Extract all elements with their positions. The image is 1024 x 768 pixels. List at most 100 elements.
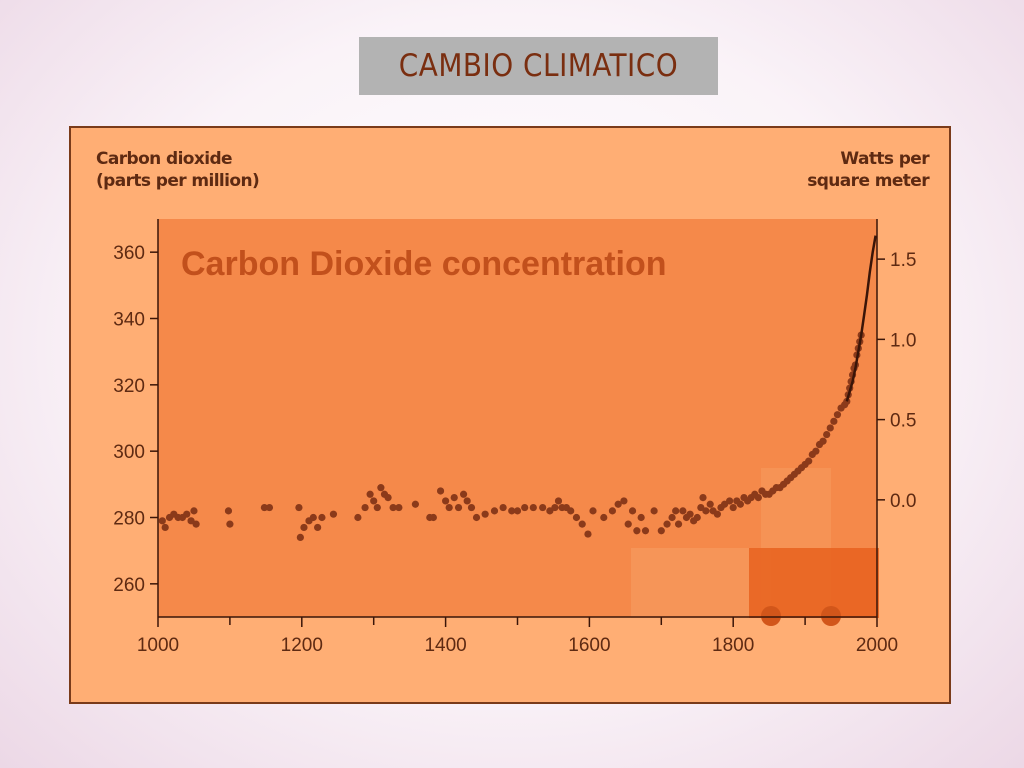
data-point — [354, 513, 362, 522]
data-point — [224, 507, 233, 515]
x-axis-tick-label: 2000 — [856, 635, 898, 656]
data-point — [624, 520, 632, 528]
data-point — [463, 497, 471, 505]
data-point — [679, 507, 687, 515]
data-point — [584, 530, 592, 538]
slide-title: CAMBIO CLIMATICO — [359, 37, 718, 95]
data-point — [812, 447, 820, 455]
y-axis-tick-label: 300 — [113, 442, 145, 463]
data-point — [826, 424, 834, 432]
background-truck-wheel — [821, 606, 841, 626]
data-point — [620, 497, 628, 505]
data-point — [318, 513, 326, 522]
data-point — [663, 520, 671, 528]
data-point — [508, 507, 516, 515]
data-point — [657, 527, 665, 535]
data-point — [600, 513, 608, 522]
y-axis-tick-label: 260 — [113, 575, 145, 596]
y-axis-label: Carbon dioxide (parts per million) — [96, 148, 260, 192]
data-point — [445, 503, 453, 512]
data-point — [300, 523, 308, 532]
data-point — [481, 510, 489, 518]
data-point — [578, 520, 586, 528]
data-point — [614, 500, 622, 508]
data-point — [384, 494, 392, 502]
data-point — [830, 417, 838, 425]
data-point — [637, 513, 645, 522]
data-point — [554, 497, 563, 505]
data-point — [373, 503, 381, 512]
secondary-y-axis-label-line-1: Watts per — [840, 149, 929, 169]
data-point — [490, 507, 499, 515]
x-axis-tick-label: 1400 — [424, 635, 466, 656]
data-point — [454, 503, 463, 512]
data-point — [226, 520, 234, 528]
chart-svg: 260 280 300 320 340 360 0.0 0.5 1.0 1.5 1000 1200 14… — [113, 219, 916, 656]
data-point — [329, 510, 338, 518]
data-point — [819, 437, 827, 445]
data-point — [736, 500, 744, 508]
data-point — [686, 510, 694, 518]
chart-title: Carbon Dioxide concentration — [181, 245, 667, 283]
data-point — [295, 503, 303, 512]
y-axis-tick-label: 340 — [113, 310, 145, 331]
y-axis-tick-label: 360 — [113, 243, 145, 264]
data-point — [805, 457, 813, 465]
data-point — [442, 497, 450, 505]
data-point — [672, 507, 680, 515]
data-point — [668, 513, 676, 522]
data-point — [650, 507, 658, 515]
y-axis-tick-label: 280 — [113, 509, 145, 530]
data-point — [539, 503, 547, 512]
data-point — [366, 490, 374, 498]
data-point — [729, 503, 737, 512]
x-axis-tick-label: 1600 — [568, 635, 610, 656]
data-point — [572, 513, 581, 522]
data-point — [436, 487, 445, 495]
data-point — [309, 513, 317, 522]
y-axis-tick-label: 320 — [113, 376, 145, 397]
data-point — [314, 523, 322, 532]
data-point — [161, 523, 169, 532]
data-point — [754, 494, 762, 502]
data-point — [467, 503, 476, 512]
data-point — [192, 520, 200, 528]
y-axis-label-line-2: (parts per million) — [96, 171, 260, 191]
data-point — [377, 484, 385, 492]
secondary-y-axis-label-line-2: square meter — [807, 171, 929, 191]
y-axis-label-line-1: Carbon dioxide — [96, 149, 233, 169]
data-point — [370, 497, 378, 505]
trend-line — [845, 235, 877, 402]
x-axis-tick-label: 1200 — [281, 635, 323, 656]
secondary-y-axis-tick-label: 1.0 — [890, 330, 916, 351]
secondary-y-axis-label: Watts per square meter — [807, 148, 929, 192]
data-point — [551, 503, 559, 512]
data-point — [361, 503, 369, 512]
secondary-y-axis-tick-label: 0.5 — [890, 411, 916, 432]
data-point — [183, 510, 191, 518]
data-point — [641, 527, 650, 535]
background-building-shape — [631, 548, 771, 618]
data-point — [693, 513, 701, 522]
data-point — [411, 500, 420, 508]
data-point — [726, 497, 734, 505]
data-point — [429, 513, 437, 522]
data-point — [706, 500, 714, 508]
data-point — [472, 513, 481, 522]
data-point — [674, 520, 683, 528]
data-point — [158, 517, 166, 525]
data-point — [713, 510, 721, 518]
data-point — [823, 430, 831, 439]
data-point — [628, 507, 637, 515]
data-point — [633, 527, 641, 535]
data-point — [608, 507, 617, 515]
data-point — [190, 507, 198, 515]
background-truck-wheel — [761, 606, 781, 626]
data-point — [459, 490, 468, 498]
data-point — [833, 411, 842, 419]
data-point — [702, 507, 710, 515]
data-point — [513, 507, 522, 515]
data-point — [296, 533, 304, 541]
data-point — [499, 503, 507, 512]
secondary-y-axis-tick-label: 0.0 — [890, 491, 916, 512]
